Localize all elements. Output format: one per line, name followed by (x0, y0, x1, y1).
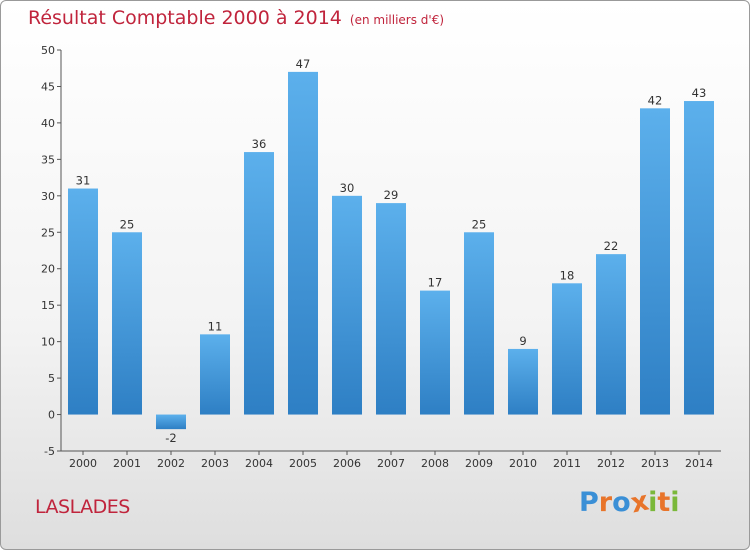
x-tick-label: 2004 (245, 457, 273, 470)
x-tick-label: 2009 (465, 457, 493, 470)
bar (112, 232, 142, 415)
y-tick-label: -5 (44, 445, 55, 458)
bar (288, 71, 318, 415)
y-tick-label: 45 (41, 80, 55, 93)
bar (156, 414, 186, 430)
y-tick-label: 25 (41, 226, 55, 239)
logo-letter: P (579, 487, 599, 518)
y-tick-label: 40 (41, 117, 55, 130)
bar (68, 188, 98, 415)
bar (552, 283, 582, 415)
y-tick-label: 35 (41, 153, 55, 166)
bar-value-label: 9 (519, 334, 526, 348)
bar (508, 348, 538, 415)
proxiti-logo: Proxiti (579, 486, 680, 520)
logo-letter: i (648, 487, 658, 518)
y-tick-label: 30 (41, 190, 55, 203)
chart-title: Résultat Comptable 2000 à 2014 (en millie… (28, 7, 444, 29)
commune-name: LASLADES (35, 496, 130, 518)
bar-value-label: 43 (692, 86, 707, 100)
bar (244, 152, 274, 415)
bar (420, 290, 450, 415)
bar (464, 232, 494, 415)
unit-note: (en milliers d'€) (349, 13, 445, 27)
x-tick-label: 2010 (509, 457, 537, 470)
logo-letter: i (670, 487, 680, 518)
bar-value-label: 25 (120, 217, 135, 231)
bar (640, 108, 670, 415)
bar-value-label: 30 (340, 181, 355, 195)
x-tick-label: 2002 (157, 457, 185, 470)
x-tick-label: 2007 (377, 457, 405, 470)
x-tick-label: 2006 (333, 457, 361, 470)
y-tick-label: 5 (48, 372, 55, 385)
x-tick-label: 2001 (113, 457, 141, 470)
bar-value-label: 22 (604, 239, 619, 253)
y-tick-label: 50 (41, 44, 55, 57)
bar-value-label: 29 (384, 188, 399, 202)
logo-letter: r (598, 487, 613, 518)
bar (596, 254, 626, 415)
x-tick-label: 2013 (641, 457, 669, 470)
y-tick-label: 15 (41, 299, 55, 312)
chart-title-text: Résultat Comptable 2000 à 2014 (28, 7, 342, 29)
x-tick-label: 2011 (553, 457, 581, 470)
bar (376, 203, 406, 415)
bar-value-label: 17 (428, 276, 443, 290)
bar-value-label: 42 (648, 93, 663, 107)
bar (684, 101, 714, 415)
bar-value-label: 31 (76, 174, 91, 188)
bar-value-label: 36 (252, 137, 267, 151)
bar-value-label: 11 (208, 319, 223, 333)
y-tick-label: 10 (41, 336, 55, 349)
bar (332, 195, 362, 415)
y-tick-label: 0 (48, 409, 55, 422)
bar-value-label: 18 (560, 268, 575, 282)
bar (200, 334, 230, 415)
x-tick-label: 2008 (421, 457, 449, 470)
x-tick-label: 2014 (685, 457, 713, 470)
bar-value-label: 47 (296, 57, 311, 71)
x-tick-label: 2005 (289, 457, 317, 470)
logo-letter: t (657, 487, 671, 518)
logo-letter: o (612, 487, 631, 518)
bar-value-label: 25 (472, 217, 487, 231)
x-tick-label: 2012 (597, 457, 625, 470)
x-tick-label: 2000 (69, 457, 97, 470)
x-tick-label: 2003 (201, 457, 229, 470)
bar-value-label: -2 (165, 431, 176, 445)
y-tick-label: 20 (41, 263, 55, 276)
